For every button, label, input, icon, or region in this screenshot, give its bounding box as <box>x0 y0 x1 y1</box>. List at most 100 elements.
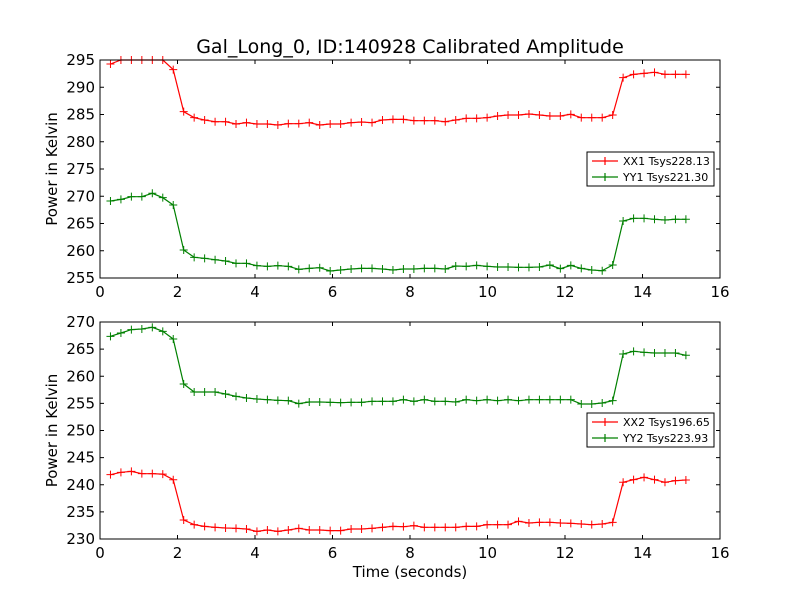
series-yy2 <box>106 323 690 409</box>
data-point-marker <box>368 397 377 406</box>
data-point-marker <box>420 264 429 273</box>
data-point-marker <box>504 262 513 271</box>
x-tick-label: 2 <box>173 283 183 301</box>
data-point-marker <box>629 70 638 79</box>
data-point-marker <box>252 119 261 128</box>
data-point-marker <box>399 395 408 404</box>
data-point-marker <box>556 518 565 527</box>
y-tick-label: 280 <box>66 133 95 151</box>
data-point-marker <box>514 110 523 119</box>
y-tick-label: 270 <box>66 187 95 205</box>
data-point-marker <box>190 113 199 122</box>
data-point-marker <box>221 117 230 126</box>
data-point-marker <box>116 195 125 204</box>
chart-title: Gal_Long_0, ID:140928 Calibrated Amplitu… <box>196 36 624 58</box>
x-tick-label: 6 <box>328 283 338 301</box>
legend-label: YY2 Tsys223.93 <box>622 432 708 445</box>
data-point-marker <box>608 518 617 527</box>
data-point-marker <box>483 113 492 122</box>
data-point-marker <box>252 394 261 403</box>
data-point-marker <box>315 398 324 407</box>
data-point-marker <box>660 70 669 79</box>
y-tick-label: 255 <box>66 269 95 287</box>
data-point-marker <box>190 387 199 396</box>
x-tick-label: 8 <box>405 544 415 562</box>
x-tick-label: 10 <box>478 283 497 301</box>
data-point-marker <box>619 350 628 359</box>
data-point-marker <box>169 334 178 343</box>
data-point-marker <box>399 522 408 531</box>
series-xx1 <box>106 56 690 130</box>
data-point-marker <box>148 469 157 478</box>
data-point-marker <box>179 380 188 389</box>
data-point-marker <box>577 520 586 529</box>
series-line <box>110 470 686 533</box>
data-point-marker <box>305 264 314 273</box>
data-point-marker <box>179 107 188 116</box>
data-point-marker <box>524 110 533 119</box>
data-point-marker <box>378 265 387 274</box>
data-point-marker <box>388 397 397 406</box>
data-point-marker <box>409 116 418 125</box>
data-point-marker <box>430 397 439 406</box>
data-point-marker <box>545 112 554 121</box>
data-point-marker <box>409 265 418 274</box>
data-point-marker <box>336 526 345 535</box>
data-point-marker <box>158 193 167 202</box>
data-point-marker <box>137 469 146 478</box>
x-tick-label: 14 <box>633 283 652 301</box>
data-point-marker <box>640 69 649 78</box>
data-point-marker <box>556 112 565 121</box>
data-point-marker <box>388 265 397 274</box>
data-point-marker <box>357 525 366 534</box>
series-yy1 <box>106 189 690 276</box>
series-xx2 <box>106 467 690 536</box>
data-point-marker <box>232 524 241 533</box>
data-point-marker <box>671 70 680 79</box>
y-tick-label: 260 <box>66 367 95 385</box>
data-point-marker <box>127 325 136 334</box>
y-tick-label: 255 <box>66 394 95 412</box>
data-point-marker <box>326 526 335 535</box>
data-point-marker <box>200 116 209 125</box>
data-point-marker <box>577 264 586 273</box>
data-point-marker <box>273 527 282 536</box>
data-point-marker <box>158 327 167 336</box>
data-point-marker <box>347 265 356 274</box>
data-point-marker <box>273 261 282 270</box>
data-point-marker <box>315 121 324 130</box>
data-point-marker <box>524 518 533 527</box>
data-point-marker <box>137 324 146 333</box>
y-tick-label: 235 <box>66 503 95 521</box>
y-tick-label: 265 <box>66 340 95 358</box>
data-point-marker <box>148 189 157 198</box>
data-point-marker <box>368 264 377 273</box>
data-point-marker <box>347 525 356 534</box>
data-point-marker <box>545 518 554 527</box>
data-point-marker <box>660 478 669 487</box>
data-point-marker <box>284 396 293 405</box>
data-point-marker <box>671 476 680 485</box>
data-point-marker <box>629 214 638 223</box>
series-line <box>110 192 686 272</box>
data-point-marker <box>315 263 324 272</box>
data-point-marker <box>608 260 617 269</box>
data-point-marker <box>347 118 356 127</box>
y-tick-label: 240 <box>66 476 95 494</box>
data-point-marker <box>671 215 680 224</box>
data-point-marker <box>399 265 408 274</box>
data-point-marker <box>106 332 115 341</box>
data-point-marker <box>430 523 439 532</box>
data-point-marker <box>545 395 554 404</box>
data-point-marker <box>587 265 596 274</box>
data-point-marker <box>483 395 492 404</box>
data-point-marker <box>640 473 649 482</box>
data-point-marker <box>451 523 460 532</box>
data-point-marker <box>577 400 586 409</box>
legend: XX2 Tsys196.65 YY2 Tsys223.93 <box>586 412 715 448</box>
data-point-marker <box>200 522 209 531</box>
data-point-marker <box>598 266 607 275</box>
data-point-marker <box>326 119 335 128</box>
data-point-marker <box>158 470 167 479</box>
